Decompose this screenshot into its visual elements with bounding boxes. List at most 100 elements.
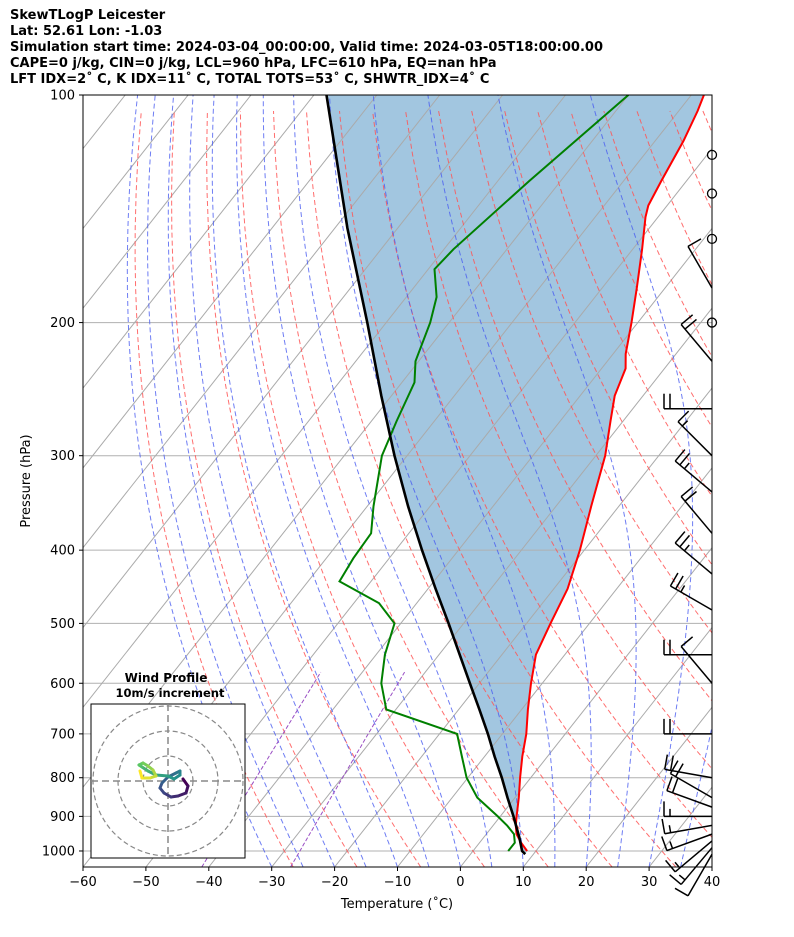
wind-barb-flag — [679, 534, 691, 548]
calm-wind-marker — [706, 317, 718, 328]
wind-barb-flag — [661, 836, 668, 851]
wind-barb-flag — [674, 763, 684, 777]
wind-barb-flag — [680, 636, 694, 648]
wind-barb-shaft — [664, 768, 713, 779]
y-tick-label: 300 — [50, 449, 75, 464]
wind-barb-flag — [680, 314, 694, 326]
dry-adiabat-line — [405, 110, 712, 770]
dry-adiabat-line — [438, 110, 712, 702]
wind-barb-flag — [677, 410, 690, 423]
isotherm-line — [83, 95, 504, 629]
y-tick-label: 600 — [50, 677, 75, 692]
time-line: Simulation start time: 2024-03-04_00:00:… — [10, 40, 603, 55]
moist-adiabat-line — [147, 95, 304, 867]
x-tick-label: 0 — [456, 875, 464, 890]
x-tick-label: 40 — [704, 875, 721, 890]
wind-barb-half-flag — [680, 585, 686, 593]
x-tick-label: −40 — [195, 875, 222, 890]
wind-barb-shaft — [664, 824, 713, 835]
wind-barb-shaft — [680, 847, 713, 885]
x-tick-label: 30 — [641, 875, 658, 890]
y-tick-label: 700 — [50, 727, 75, 742]
wind-barb-shaft — [680, 323, 713, 362]
hodograph-segment — [154, 773, 170, 778]
profiles — [325, 95, 705, 856]
dry-adiabat-line — [702, 110, 712, 134]
wind-barb-flag — [661, 818, 666, 834]
x-tick-label: −10 — [384, 875, 411, 890]
wind-barb-flag — [669, 760, 679, 774]
x-tick-label: 10 — [515, 875, 532, 890]
wind-barb-half-flag — [678, 874, 686, 881]
y-tick-label: 800 — [50, 771, 75, 786]
wind-barb-shaft — [670, 772, 713, 799]
isotherm-line — [648, 786, 712, 867]
calm-wind-marker — [706, 188, 718, 199]
y-axis-label: Pressure (hPa) — [19, 434, 34, 527]
dry-adiabat-line — [669, 110, 712, 212]
wind-barb-flag — [671, 778, 679, 794]
wind-barb-flag — [674, 531, 686, 544]
x-tick-label: −20 — [321, 875, 348, 890]
isotherm-line — [460, 546, 712, 867]
calm-wind-marker — [706, 149, 718, 161]
moist-adiabat-line — [427, 95, 592, 867]
wind-barb-shaft — [670, 585, 713, 611]
isotherm-line — [334, 387, 712, 867]
wind-barb-shaft — [687, 853, 713, 897]
isotherm-line — [711, 866, 712, 867]
chart-header: SkewTLogP Leicester Lat: 52.61 Lon: -1.0… — [10, 8, 603, 88]
inset-subtitle: 10m/s increment — [116, 686, 225, 700]
y-tick-label: 900 — [50, 810, 75, 825]
wind-barb-half-flag — [683, 462, 690, 470]
mixing-ratio-line — [201, 671, 322, 867]
wind-barb-flag — [684, 490, 697, 502]
wind-barb-shaft — [674, 840, 713, 873]
wind-barb-half-flag — [669, 841, 674, 849]
wind-barb-flag — [674, 575, 684, 590]
isotherm-line — [83, 95, 378, 469]
mixing-ratio-line — [290, 671, 406, 867]
dry-adiabats — [134, 110, 794, 867]
y-tick-label: 100 — [50, 89, 75, 104]
dry-adiabat-line — [372, 110, 712, 839]
isotherm-line — [83, 95, 566, 709]
dry-adiabat-line — [504, 110, 712, 566]
temperature-line — [514, 95, 705, 852]
dry-adiabat-line — [537, 110, 712, 498]
y-tick-label: 200 — [50, 316, 75, 331]
wind-barb-flag — [674, 449, 686, 462]
dry-adiabat-line — [306, 110, 613, 867]
isotherm-line — [271, 307, 712, 867]
moist-adiabats — [126, 95, 712, 867]
x-tick-label: −60 — [69, 875, 96, 890]
isotherm-line — [83, 95, 441, 549]
location-line: Lat: 52.61 Lon: -1.03 — [10, 24, 163, 39]
wind-barb-flag — [669, 572, 679, 587]
x-tick-label: −30 — [258, 875, 285, 890]
moist-adiabat-line — [126, 95, 273, 867]
wind-barb-shaft — [666, 833, 713, 852]
x-tick-label: −50 — [132, 875, 159, 890]
wind-barb-flag — [663, 754, 669, 770]
wind-barb-flag — [674, 887, 689, 897]
wind-barb-flag — [665, 859, 676, 873]
wind-barb-half-flag — [674, 861, 681, 869]
wind-barb-flag — [666, 776, 673, 791]
index-line: LFT IDX=2˚ C, K IDX=11˚ C, TOTAL TOTS=53… — [10, 72, 490, 87]
isotherm-line — [145, 147, 712, 867]
hodograph-segment — [138, 769, 144, 780]
dry-adiabat-line — [239, 110, 485, 867]
parcel-line — [325, 95, 527, 856]
moist-adiabat-line — [711, 864, 712, 867]
mixing-ratio-lines — [201, 671, 406, 867]
axes: −60 −50 −40 −30 −20 −10 0 10 20 30 40 100 200 300 400 5… — [42, 89, 720, 891]
dry-adiabat-line — [736, 111, 794, 867]
isotherm-line — [397, 467, 712, 867]
moist-adiabat-line — [236, 95, 430, 867]
hodograph-plot — [91, 704, 245, 858]
wind-barb-flag — [680, 486, 694, 498]
y-tick-label: 400 — [50, 544, 75, 559]
y-tick-label: 500 — [50, 617, 75, 632]
moist-adiabat-line — [680, 724, 712, 867]
